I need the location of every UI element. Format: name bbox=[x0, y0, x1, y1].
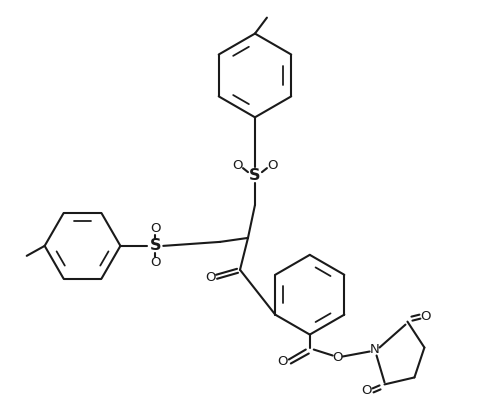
Text: O: O bbox=[361, 384, 372, 397]
Text: O: O bbox=[150, 222, 161, 235]
Text: O: O bbox=[267, 159, 278, 172]
Text: S: S bbox=[249, 168, 261, 183]
Text: O: O bbox=[150, 256, 161, 269]
Text: O: O bbox=[278, 355, 288, 368]
Text: O: O bbox=[420, 310, 430, 323]
Text: N: N bbox=[370, 343, 380, 356]
Text: O: O bbox=[332, 351, 343, 364]
Text: O: O bbox=[205, 271, 215, 284]
Text: S: S bbox=[149, 238, 161, 253]
Text: O: O bbox=[232, 159, 242, 172]
